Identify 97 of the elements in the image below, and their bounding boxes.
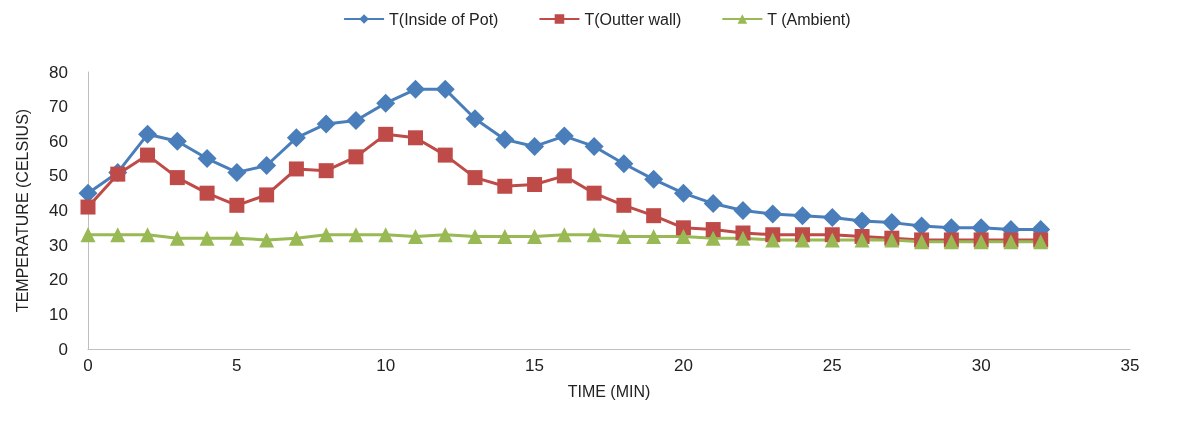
point [110, 227, 126, 243]
point [437, 227, 453, 243]
point [616, 197, 632, 213]
point [348, 227, 364, 243]
point [407, 130, 423, 146]
point [735, 230, 751, 246]
point [824, 232, 840, 248]
point [763, 204, 783, 224]
point [497, 228, 513, 244]
point [378, 126, 394, 142]
x-tick-label: 25 [822, 356, 842, 375]
point [675, 228, 691, 244]
point [140, 227, 156, 243]
point [467, 228, 483, 244]
point [495, 130, 515, 150]
point [614, 154, 634, 174]
point [316, 114, 336, 134]
point [199, 185, 215, 201]
legend-label: T(Outter wall) [584, 10, 682, 28]
point [586, 185, 602, 201]
point [733, 201, 753, 220]
y-tick-label: 30 [49, 235, 68, 255]
point [556, 227, 572, 243]
point [527, 228, 543, 244]
point [497, 178, 513, 194]
point [378, 227, 394, 243]
point [318, 227, 334, 243]
point [80, 227, 96, 243]
y-tick-label: 0 [58, 339, 68, 359]
point [616, 228, 632, 244]
y-tick-label: 20 [49, 270, 68, 290]
x-tick-label: 35 [1120, 356, 1140, 375]
point [525, 136, 545, 156]
point [793, 206, 813, 226]
y-tick-label: 80 [49, 62, 68, 82]
point [435, 79, 455, 99]
point [376, 93, 396, 113]
point [288, 230, 304, 246]
point [140, 147, 156, 163]
x-tick-label: 0 [83, 356, 93, 375]
point [197, 149, 217, 169]
point [586, 227, 602, 243]
point [138, 124, 158, 144]
point [346, 110, 366, 130]
point [467, 170, 483, 186]
point [644, 169, 664, 189]
point [673, 183, 693, 203]
point [348, 149, 364, 165]
x-axis-title: TIME (MIN) [567, 382, 651, 400]
point [169, 230, 185, 246]
point [227, 162, 247, 182]
y-tick-label: 70 [49, 97, 68, 117]
y-tick-label: 10 [49, 304, 68, 324]
point [288, 161, 304, 177]
point [852, 211, 872, 231]
point [318, 163, 334, 179]
point [554, 126, 574, 146]
x-tick-label: 10 [376, 356, 396, 375]
x-tick-label: 20 [673, 356, 693, 375]
point [646, 208, 662, 224]
point [257, 155, 277, 175]
x-tick-label: 30 [971, 356, 991, 375]
x-tick-label: 5 [232, 356, 242, 375]
point [854, 232, 870, 248]
point [795, 232, 811, 248]
point [584, 136, 604, 156]
point [259, 187, 275, 203]
point [765, 232, 781, 248]
point [705, 230, 721, 246]
point [705, 222, 721, 238]
point [80, 199, 96, 215]
legend-label: T(Inside of Pot) [389, 10, 499, 28]
y-tick-label: 40 [49, 201, 68, 220]
point [167, 131, 187, 151]
point [465, 109, 485, 129]
point [229, 230, 245, 246]
point [556, 168, 572, 184]
point [199, 230, 215, 246]
point [822, 207, 842, 227]
point [675, 220, 691, 236]
y-tick-label: 60 [49, 131, 68, 151]
point [169, 170, 185, 186]
legend-label: T (Ambient) [767, 10, 851, 28]
point [405, 79, 425, 99]
point [286, 128, 306, 148]
y-axis-title: TEMPERATURE (CELSIUS) [13, 108, 31, 313]
point [407, 228, 423, 244]
point [78, 183, 98, 203]
point [882, 213, 902, 233]
y-tick-label: 50 [49, 166, 68, 186]
point [646, 228, 662, 244]
point [259, 232, 275, 248]
x-tick-label: 15 [525, 356, 545, 375]
point [527, 177, 543, 193]
point [703, 194, 723, 214]
point [437, 147, 453, 163]
point [229, 197, 245, 213]
